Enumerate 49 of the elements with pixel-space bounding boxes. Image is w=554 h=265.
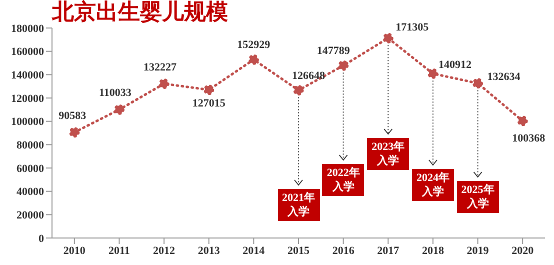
x-tick-label: 2018 [422,244,444,257]
annotation: 2025年入学 [458,183,497,211]
y-tick-label: 20000 [16,210,44,222]
point [69,127,80,138]
point [204,84,214,96]
data-label: 127015 [192,97,226,110]
point [517,116,528,126]
point [338,60,349,71]
y-tick-label: 60000 [16,162,44,175]
data-label: 171305 [396,22,430,34]
point [114,104,124,115]
y-tick-label: 140000 [11,70,44,82]
x-tick-label: 2019 [466,244,490,257]
data-label: 132227 [144,61,178,74]
y-tick-label: 180000 [11,22,44,35]
point [382,32,394,44]
annotation: 2023年入学 [369,140,408,168]
x-tick-label: 2011 [108,244,130,257]
data-label: 152929 [237,39,271,52]
y-tick-label: 0 [38,232,44,245]
annotation: 2021年入学 [280,191,318,219]
point [472,78,484,89]
data-label: 110033 [99,87,132,100]
x-tick-label: 2014 [242,244,266,257]
x-tick-label: 2017 [377,244,400,257]
y-tick-label: 100000 [11,116,44,128]
x-tick-label: 2020 [512,244,534,257]
y-tick-label: 120000 [11,92,44,105]
chart-title: 北京出生婴儿规模 [52,0,228,26]
point [158,78,170,89]
data-label: 132634 [487,70,521,83]
x-tick-label: 2015 [288,244,310,257]
data-label: 126648 [292,70,326,82]
y-tick-label: 40000 [16,186,44,198]
data-label: 100368 [512,132,546,144]
x-tick-label: 2010 [63,244,86,257]
x-tick-label: 2013 [198,244,220,257]
y-tick-label: 160000 [11,46,44,58]
data-label: 140912 [438,59,472,72]
point [293,84,304,96]
annotation: 2024年入学 [414,171,452,199]
x-tick-label: 2016 [332,244,355,257]
point [248,54,259,65]
point [428,68,438,79]
data-label: 147789 [316,45,350,58]
x-tick-label: 2012 [153,244,176,257]
data-label: 90583 [58,110,87,122]
y-tick-label: 80000 [16,140,44,152]
annotation: 2022年入学 [324,166,362,194]
